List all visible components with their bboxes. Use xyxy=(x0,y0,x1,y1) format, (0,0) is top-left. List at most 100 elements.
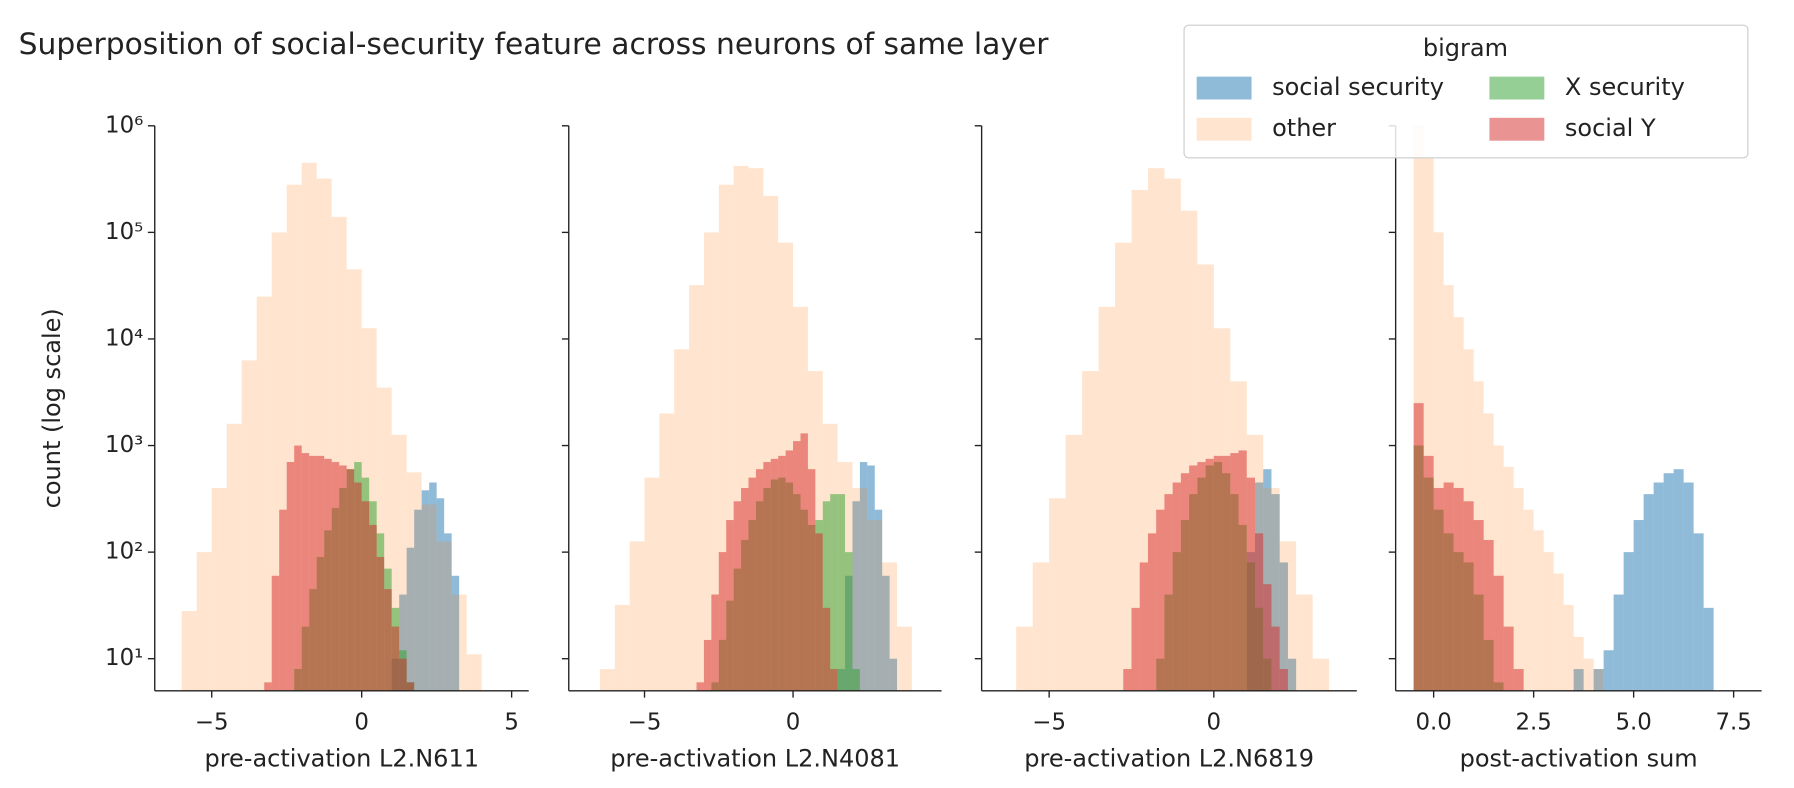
histogram-bar xyxy=(1016,626,1033,691)
histogram-bar xyxy=(346,469,355,691)
histogram-bar xyxy=(1279,562,1288,691)
histogram-bar xyxy=(703,639,712,691)
histogram-bar xyxy=(1493,445,1504,691)
histogram-bar xyxy=(1222,455,1231,691)
histogram-bar xyxy=(279,509,287,691)
chart-title: Superposition of social-security feature… xyxy=(19,27,1050,62)
histogram-bar xyxy=(748,477,756,691)
histogram-bar xyxy=(1513,669,1524,691)
histogram-bar xyxy=(391,626,400,691)
y-tick-label: 10⁶ xyxy=(105,112,143,138)
histogram-bar xyxy=(1683,482,1694,691)
histogram-bar xyxy=(1503,466,1514,691)
x-tick-label: −5 xyxy=(628,709,662,735)
histogram-bar xyxy=(770,458,779,691)
histogram-bar xyxy=(1049,498,1066,691)
x-tick-label: 7.5 xyxy=(1715,709,1751,735)
histogram-bar xyxy=(399,594,407,691)
y-tick-label: 10² xyxy=(105,539,143,565)
histogram-bar xyxy=(711,594,719,691)
histogram-bar xyxy=(466,654,482,691)
histogram-bar xyxy=(451,594,467,691)
histogram-bar xyxy=(436,541,452,691)
histogram-bar xyxy=(882,575,890,691)
histogram-bar xyxy=(436,498,445,691)
histogram-bar xyxy=(1263,584,1272,691)
histogram-bar xyxy=(674,349,690,691)
histogram-bar xyxy=(1213,455,1223,691)
legend-swatch xyxy=(1196,117,1252,141)
histogram-bar xyxy=(785,450,794,691)
histogram-bar xyxy=(800,433,808,691)
histogram-bar xyxy=(1643,494,1654,691)
histogram-bar xyxy=(324,458,332,691)
histogram-bar xyxy=(1147,533,1157,691)
histogram-bar xyxy=(1123,669,1132,691)
histogram-bar xyxy=(822,607,831,691)
histogram-bar xyxy=(1433,232,1444,691)
x-tick-label: 0.0 xyxy=(1415,709,1451,735)
x-tick-label: 0 xyxy=(354,709,369,735)
histogram-bar xyxy=(629,541,645,691)
histogram-bar xyxy=(1563,604,1574,691)
histogram-bar xyxy=(1623,552,1634,691)
histogram-bar xyxy=(807,469,816,691)
histogram-bar xyxy=(301,453,310,691)
histogram-bar xyxy=(241,360,257,691)
histogram-bar xyxy=(1453,487,1464,691)
histogram-bar xyxy=(1139,562,1148,691)
y-tick-label: 10⁵ xyxy=(105,219,143,245)
legend-swatch xyxy=(1489,76,1545,100)
histogram-bar xyxy=(451,575,460,691)
histogram-bar xyxy=(1263,469,1272,691)
legend-label: other xyxy=(1272,114,1336,142)
x-tick-label: 5.0 xyxy=(1615,709,1651,735)
histogram-bar xyxy=(444,533,452,691)
legend-label: social security xyxy=(1272,73,1444,101)
histogram-bar xyxy=(1065,434,1083,691)
histogram-bar xyxy=(376,557,385,691)
histogram-bar xyxy=(1663,473,1674,691)
histogram-bar xyxy=(1653,482,1664,691)
histogram-bar xyxy=(406,472,422,691)
histogram-bar xyxy=(429,482,437,691)
x-axis-label: pre-activation L2.N4081 xyxy=(610,744,900,772)
histogram-bar xyxy=(733,501,742,691)
histogram-bar xyxy=(339,465,347,691)
histogram-bar xyxy=(614,604,630,691)
histogram-bar xyxy=(1693,533,1704,691)
legend-box xyxy=(1183,24,1749,159)
x-tick-label: 5 xyxy=(504,709,519,735)
histogram-bar xyxy=(830,669,838,691)
histogram-bar xyxy=(1164,494,1173,691)
histogram-bar xyxy=(256,296,272,691)
histogram-bar xyxy=(882,562,898,691)
histogram-bar xyxy=(361,501,370,691)
x-tick-label: −5 xyxy=(1032,709,1066,735)
histogram-bar xyxy=(1271,494,1280,691)
x-tick-label: 0 xyxy=(1207,709,1222,735)
legend-label: X security xyxy=(1565,73,1685,101)
histogram-bar xyxy=(1463,501,1474,691)
histogram-bar xyxy=(659,413,675,691)
histogram-bar xyxy=(1180,473,1190,691)
histogram-bar xyxy=(852,501,860,691)
histogram-bar xyxy=(763,462,771,691)
histogram-bar xyxy=(1513,487,1524,691)
histogram-bar xyxy=(815,533,823,691)
histogram-bar xyxy=(755,469,764,691)
histogram-bar xyxy=(1483,539,1494,691)
histogram-bar xyxy=(644,477,660,691)
histogram-bar xyxy=(689,285,704,691)
histogram-bar xyxy=(793,441,801,691)
histogram-bar xyxy=(309,455,317,691)
x-tick-label: 2.5 xyxy=(1515,709,1551,735)
histogram-bar xyxy=(1613,594,1624,691)
histogram-bar xyxy=(354,482,362,691)
histogram-bar xyxy=(1573,669,1584,691)
histogram-bar xyxy=(1593,669,1604,691)
histogram-bar xyxy=(1593,669,1604,691)
x-tick-label: 0 xyxy=(786,709,801,735)
histogram-bar xyxy=(1583,658,1594,691)
histogram-bar xyxy=(181,611,197,691)
